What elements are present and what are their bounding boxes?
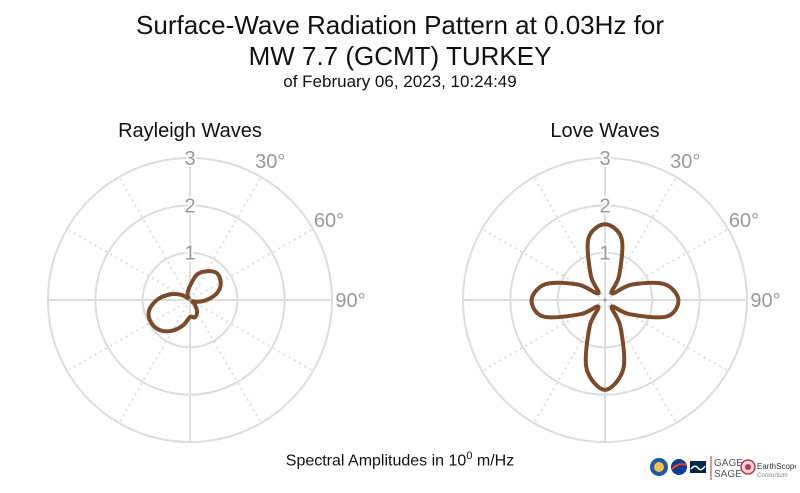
nsf-logo-icon <box>650 458 668 476</box>
center-point <box>603 298 607 302</box>
grid-spoke <box>118 299 191 424</box>
grid-spoke <box>189 299 262 424</box>
center-point <box>188 298 192 302</box>
grid-ring <box>462 157 748 443</box>
chart-subtitle-date: of February 06, 2023, 10:24:49 <box>283 72 517 91</box>
chart-title: Surface-Wave Radiation Pattern at 0.03Hz… <box>136 10 664 40</box>
angular-tick-label: 30° <box>255 151 285 173</box>
radial-tick-label: 3 <box>599 148 610 170</box>
radial-tick-label: 2 <box>184 195 195 217</box>
earthscope-logo-text: EarthScope <box>757 462 796 471</box>
usgs-logo-icon <box>690 461 706 473</box>
consortium-logo-text: Consortium <box>757 473 788 479</box>
angular-tick-label: 60° <box>729 210 759 232</box>
grid-ring <box>509 204 701 396</box>
radiation-pattern-line <box>529 222 681 392</box>
earthscope-logo-icon <box>740 459 756 475</box>
radial-tick-label: 1 <box>184 243 195 265</box>
grid-spoke <box>118 176 191 301</box>
grid-ring <box>141 251 239 349</box>
grid-spoke <box>66 228 191 301</box>
grid-ring <box>94 204 286 396</box>
grid-spoke <box>189 299 314 372</box>
radial-tick-label: 3 <box>184 148 195 170</box>
grid-spoke <box>66 299 191 372</box>
angular-tick-label: 60° <box>314 210 344 232</box>
radial-tick-label: 1 <box>599 243 610 265</box>
subplot-title: Rayleigh Waves <box>118 120 262 142</box>
grid-spoke <box>189 176 262 301</box>
nasa-logo-icon <box>671 459 687 475</box>
grid-ring <box>556 251 654 349</box>
gage-logo-text: GAGE <box>714 458 743 469</box>
grid-spoke <box>189 228 314 301</box>
chart-title-event: MW 7.7 (GCMT) TURKEY <box>248 41 552 71</box>
angular-tick-label: 90° <box>750 290 780 312</box>
radiation-pattern-line <box>146 269 223 334</box>
sage-logo-text: SAGE <box>714 469 742 480</box>
amplitude-units-label: Spectral Amplitudes in 100 m/Hz <box>285 450 515 470</box>
radial-tick-label: 2 <box>599 195 610 217</box>
agency-logos: GAGE SAGE EarthScope Consortium <box>648 450 799 486</box>
subplot-title: Love Waves <box>550 120 659 142</box>
grid-ring <box>47 157 333 443</box>
angular-tick-label: 90° <box>335 290 365 312</box>
angular-tick-label: 30° <box>670 151 700 173</box>
